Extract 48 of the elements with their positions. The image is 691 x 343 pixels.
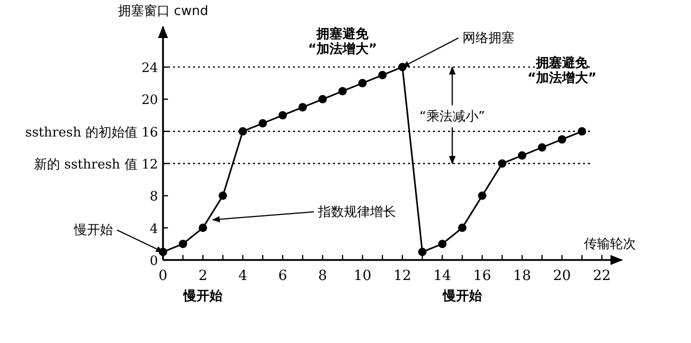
x-tick-label: 6 [278, 268, 288, 284]
annotation: 拥塞避免 “加法增大” [308, 26, 378, 58]
x-tick-label: 20 [553, 268, 571, 284]
point [498, 159, 506, 168]
annotation: 拥塞避免 “加法增大” [527, 55, 597, 86]
y-tick-label: ssthresh 的初始值 16 [25, 125, 158, 140]
x-axis-title: 传输轮次 [584, 237, 636, 252]
point [198, 224, 208, 232]
point [438, 240, 446, 248]
point [258, 119, 267, 128]
x-tick-label: 2 [198, 268, 208, 284]
point [358, 78, 367, 88]
point [518, 151, 526, 160]
point [378, 70, 387, 80]
annotation: 慢开始 [73, 222, 113, 238]
point [218, 191, 228, 200]
point [458, 224, 466, 232]
point [238, 127, 247, 136]
point [278, 111, 287, 120]
x-tick-label: 8 [318, 268, 328, 284]
x-tick-label: 12 [393, 268, 412, 284]
text: 慢开始 [182, 289, 224, 304]
annotation: “乘法减小” [420, 109, 486, 124]
annotation: 指数规律增长 [316, 204, 396, 220]
point [338, 86, 347, 96]
y-tick-label: 新的 ssthresh 值 12 [34, 158, 158, 173]
y-tick-label: 0 [150, 254, 158, 269]
y-tick-label: 4 [150, 222, 158, 237]
y-tick-label: 24 [141, 61, 158, 76]
x-tick-label: 16 [473, 268, 492, 284]
y-axis-title: 拥塞窗口 cwnd [118, 2, 208, 19]
y-tick-label: 20 [141, 93, 158, 108]
x-tick-label: 22 [592, 268, 611, 284]
point [558, 135, 566, 144]
x-tick-label: 18 [513, 268, 532, 284]
x-tick-label: 10 [354, 268, 372, 284]
point [298, 103, 307, 112]
point [178, 240, 188, 248]
y-tick-label: 8 [150, 190, 158, 205]
point [538, 143, 546, 152]
point [318, 95, 327, 104]
x-tick-label: 4 [238, 268, 248, 284]
point [578, 127, 586, 136]
annotation: 网络拥塞 [462, 30, 514, 46]
x-tick-label: 14 [433, 268, 452, 284]
text: 慢开始 [442, 289, 483, 304]
point [418, 248, 427, 256]
point [478, 191, 486, 200]
